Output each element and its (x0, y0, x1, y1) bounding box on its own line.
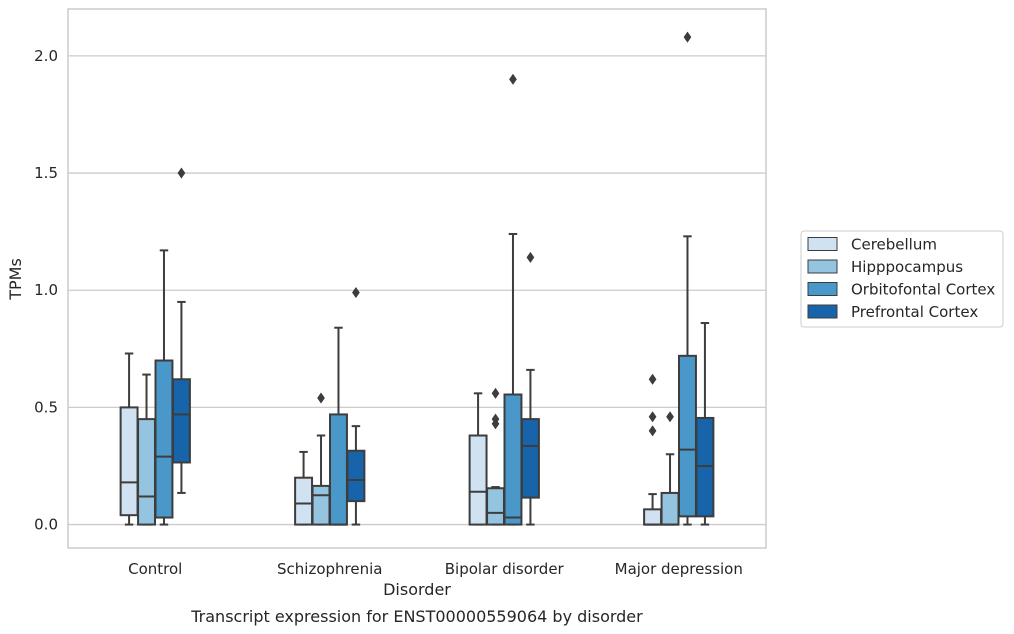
y-tick-label: 1.0 (34, 281, 58, 299)
box (171, 378, 191, 464)
legend-swatch (807, 282, 838, 296)
box (503, 393, 523, 526)
box (695, 416, 715, 518)
plot-frame (67, 8, 767, 549)
legend-swatch (807, 304, 838, 319)
box-group (643, 373, 663, 526)
legend-swatch (807, 259, 838, 274)
legend-label: Cerebellum (851, 236, 937, 254)
outlier-point (491, 413, 500, 425)
box-group (154, 249, 174, 526)
y-axis-title: TPMs (6, 258, 25, 301)
legend-label: Hipppocampus (851, 258, 963, 276)
box-group (520, 251, 540, 526)
box-group (695, 322, 715, 526)
box (294, 476, 314, 526)
box-group (311, 392, 331, 526)
box (311, 484, 331, 526)
x-tick-labels: Control Schizophrenia Bipolar disorder Majo… (128, 560, 743, 578)
box (520, 418, 540, 499)
box (660, 491, 680, 526)
box (119, 406, 139, 517)
y-tick-labels: 0.0 0.5 1.0 1.5 2.0 (34, 47, 58, 534)
legend-swatch (807, 237, 838, 251)
y-tick-label: 0.0 (34, 516, 58, 534)
box (678, 354, 697, 518)
y-tick-label: 0.5 (34, 398, 58, 416)
box-group (346, 286, 366, 526)
box-group (468, 392, 488, 526)
box-group (660, 411, 680, 526)
outlier-point (526, 251, 535, 264)
box (486, 487, 505, 526)
x-axis-title: Disorder (383, 580, 451, 599)
outlier-point (683, 31, 692, 43)
box-group (137, 373, 156, 526)
y-tick-label: 1.5 (34, 164, 58, 182)
outlier-point (352, 286, 360, 299)
outlier-point (648, 373, 657, 385)
box-group (171, 167, 191, 494)
outlier-point (666, 411, 674, 423)
x-tick-label: Schizophrenia (277, 560, 382, 578)
legend-frame (800, 230, 1004, 328)
box (346, 449, 366, 503)
outlier-point (648, 411, 657, 423)
outlier-point (491, 387, 500, 399)
box (643, 508, 663, 526)
x-tick-label: Control (128, 560, 182, 578)
box (468, 434, 488, 526)
chart-caption: Transcript expression for ENST0000055906… (190, 607, 643, 626)
legend-label: Orbitofontal Cortex (851, 281, 995, 299)
box (137, 418, 156, 526)
x-tick-label: Major depression (615, 560, 743, 578)
box-group (503, 73, 523, 526)
box-group (678, 31, 697, 526)
box-group (329, 326, 348, 526)
box (154, 359, 174, 519)
outlier-point (648, 425, 657, 437)
boxes (119, 31, 715, 526)
y-tick-label: 2.0 (34, 47, 58, 65)
x-tick-label: Bipolar disorder (445, 560, 565, 578)
legend: Cerebellum Hipppocampus Orbitofontal Corte… (800, 230, 1004, 328)
outlier-point (177, 167, 186, 179)
box (329, 413, 348, 526)
box-group (486, 387, 505, 526)
outlier-point (317, 392, 325, 404)
box-group (294, 450, 314, 526)
box-group (119, 352, 139, 526)
legend-label: Prefrontal Cortex (851, 303, 978, 321)
outlier-point (509, 73, 517, 85)
